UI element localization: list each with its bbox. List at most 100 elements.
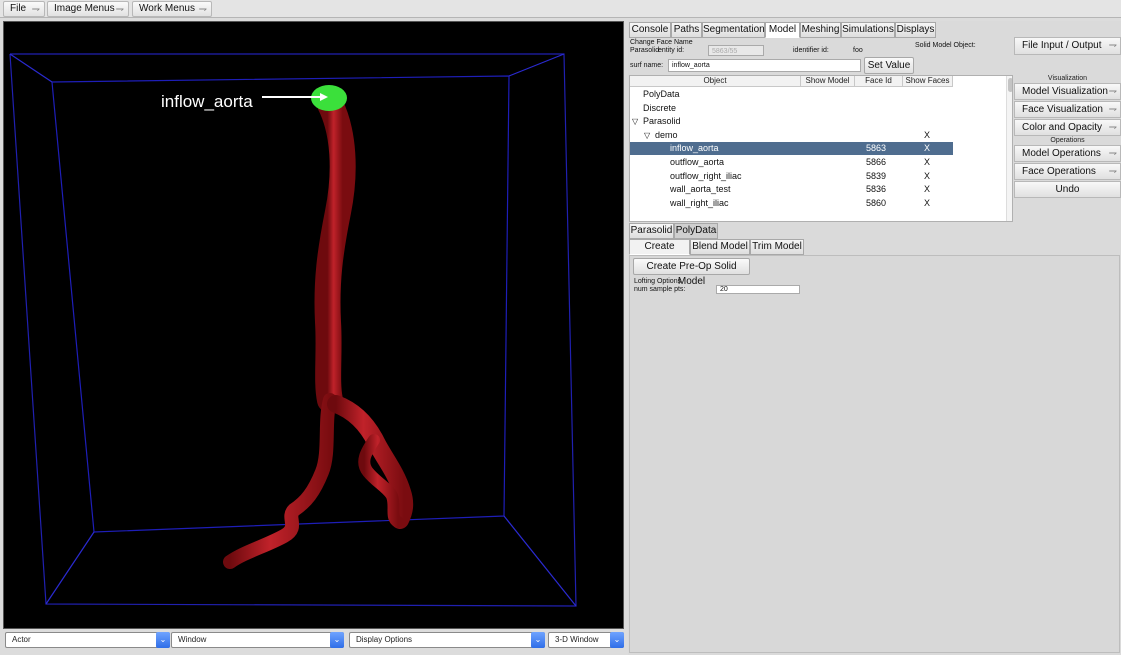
actor-select[interactable]: Actor ⌄ (5, 632, 170, 648)
tree-row-face-id: 5866 (866, 157, 887, 167)
lofting-options-label: Lofting Options (634, 278, 682, 285)
undo-button[interactable]: Undo (1014, 181, 1121, 198)
show-faces-toggle[interactable]: X (924, 157, 931, 167)
menu-arrow-icon: ⇁ (31, 4, 40, 15)
create-preop-solid-model-button[interactable]: Create Pre-Op Solid Model (633, 258, 750, 287)
tree-row-name: outflow_aorta (670, 157, 725, 167)
expand-triangle-icon[interactable]: ▽ (632, 117, 639, 127)
column-header-show-faces[interactable]: Show Faces (903, 76, 953, 87)
num-sample-pts-label: num sample pts: (634, 286, 686, 293)
tab-blend-model[interactable]: Blend Model (690, 239, 750, 255)
work-menus-label: Work Menus (139, 3, 195, 14)
tree-row-name: Discrete (643, 102, 677, 113)
tab-paths[interactable]: Paths (671, 22, 702, 38)
tree-row[interactable]: outflow_aorta 5866 X (630, 156, 953, 169)
tree-row[interactable]: ▽ demo X (630, 129, 953, 142)
model-operations-label: Model Operations (1022, 148, 1101, 159)
tree-row[interactable]: inflow_aorta 5863 X (630, 142, 953, 156)
expand-triangle-icon[interactable]: ▽ (644, 130, 651, 140)
tree-row-name: Parasolid (643, 116, 681, 127)
vessel-render (9, 53, 577, 607)
menu-arrow-icon: ⇁ (1108, 104, 1117, 115)
tab-parasolid[interactable]: Parasolid (629, 223, 674, 239)
menu-arrow-icon: ⇁ (1108, 40, 1117, 51)
tree-row[interactable]: ▽ Parasolid (630, 115, 953, 128)
color-opacity-menu[interactable]: Color and Opacity ⇁ (1014, 119, 1121, 136)
tree-row[interactable]: wall_right_iliac 5860 X (630, 197, 953, 210)
chevron-down-icon: ⌄ (610, 632, 624, 648)
show-faces-toggle[interactable]: X (924, 143, 931, 154)
model-visualization-menu[interactable]: Model Visualization ⇁ (1014, 83, 1121, 100)
window-select-value: Window (178, 635, 207, 644)
image-menus-menu[interactable]: Image Menus ⇁ (47, 1, 129, 17)
show-faces-toggle[interactable]: X (924, 184, 931, 195)
model-tree[interactable]: Object Show Model Face Id Show Faces Pol… (629, 75, 1013, 222)
set-value-button[interactable]: Set Value (864, 57, 914, 74)
face-visualization-menu[interactable]: Face Visualization ⇁ (1014, 101, 1121, 118)
num-sample-pts-input[interactable]: 20 (716, 285, 800, 294)
undo-label: Undo (1055, 184, 1080, 195)
scrollbar-thumb[interactable] (1008, 78, 1012, 92)
menubar: File ⇁ Image Menus ⇁ Work Menus ⇁ (0, 0, 1121, 18)
tab-model[interactable]: Model (765, 22, 800, 38)
view-mode-select[interactable]: 3-D Window ⌄ (548, 632, 624, 648)
tab-polydata[interactable]: PolyData (674, 223, 718, 239)
color-opacity-label: Color and Opacity (1022, 122, 1103, 133)
tree-row-name: wall_aorta_test (670, 184, 731, 195)
show-faces-toggle[interactable]: X (924, 129, 931, 140)
tab-console[interactable]: Console (629, 22, 671, 38)
visualization-header: Visualization (1047, 75, 1088, 82)
tree-row[interactable]: Discrete (630, 102, 953, 115)
tree-row-name: wall_right_iliac (670, 197, 729, 208)
work-menus-menu[interactable]: Work Menus ⇁ (132, 1, 212, 17)
tab-segmentation[interactable]: Segmentation (702, 22, 765, 38)
face-annotation-label: inflow_aorta (161, 92, 253, 111)
identifier-id-value: foo (853, 47, 863, 54)
show-faces-toggle[interactable]: X (924, 197, 931, 208)
tab-simulations[interactable]: Simulations (841, 22, 895, 38)
tree-row-face-id: 5863 (866, 143, 887, 154)
face-visualization-label: Face Visualization (1022, 104, 1103, 115)
window-select[interactable]: Window ⌄ (171, 632, 344, 648)
tree-row[interactable]: wall_aorta_test 5836 X (630, 183, 953, 196)
surf-name-input[interactable]: inflow_aorta (668, 59, 861, 72)
menu-arrow-icon: ⇁ (1108, 122, 1117, 133)
create-model-pane: Create Pre-Op Solid Model Lofting Option… (629, 255, 1120, 653)
file-menu[interactable]: File ⇁ (3, 1, 45, 17)
file-menu-label: File (10, 3, 27, 14)
column-header-show-model[interactable]: Show Model (801, 76, 855, 87)
file-input-output-menu[interactable]: File Input / Output ⇁ (1014, 37, 1121, 55)
show-faces-toggle[interactable]: X (924, 170, 931, 181)
identifier-id-label: identifier id: (793, 47, 829, 54)
menu-arrow-icon: ⇁ (198, 4, 207, 15)
column-header-object[interactable]: Object (630, 76, 801, 87)
right-iliac-branch (358, 434, 404, 528)
actor-select-value: Actor (12, 635, 31, 644)
file-input-output-label: File Input / Output (1022, 40, 1102, 51)
model-operations-menu[interactable]: Model Operations ⇁ (1014, 145, 1121, 162)
display-options-select[interactable]: Display Options ⌄ (349, 632, 545, 648)
entity-id-field: 5863/55 (708, 45, 764, 56)
change-face-name-label: Change Face Name (630, 39, 693, 46)
tree-scrollbar[interactable] (1006, 76, 1012, 221)
operations-header: Operations (1050, 137, 1085, 144)
aorta-vessel (314, 91, 356, 413)
face-operations-menu[interactable]: Face Operations ⇁ (1014, 163, 1121, 180)
tree-row[interactable]: outflow_right_iliac 5839 X (630, 170, 953, 183)
column-header-face-id[interactable]: Face Id (855, 76, 903, 87)
bounding-box (9, 53, 577, 607)
tab-meshing[interactable]: Meshing (800, 22, 841, 38)
3d-viewport[interactable]: inflow_aorta (3, 21, 624, 629)
chevron-down-icon: ⌄ (531, 632, 545, 648)
tab-trim-model[interactable]: Trim Model (750, 239, 804, 255)
parasolid-label: Parasolid (630, 47, 660, 54)
tree-row[interactable]: PolyData (630, 88, 953, 101)
menu-arrow-icon: ⇁ (1108, 148, 1117, 159)
tab-create-model[interactable]: Create Model (629, 239, 690, 266)
right-panel: Console Paths Segmentation Model Meshing… (628, 21, 1121, 655)
display-options-value: Display Options (356, 635, 413, 644)
face-operations-label: Face Operations (1022, 166, 1096, 177)
inflow-cap[interactable] (311, 85, 347, 111)
tab-displays[interactable]: Displays (895, 22, 936, 38)
right-iliac-vessel (327, 395, 414, 529)
